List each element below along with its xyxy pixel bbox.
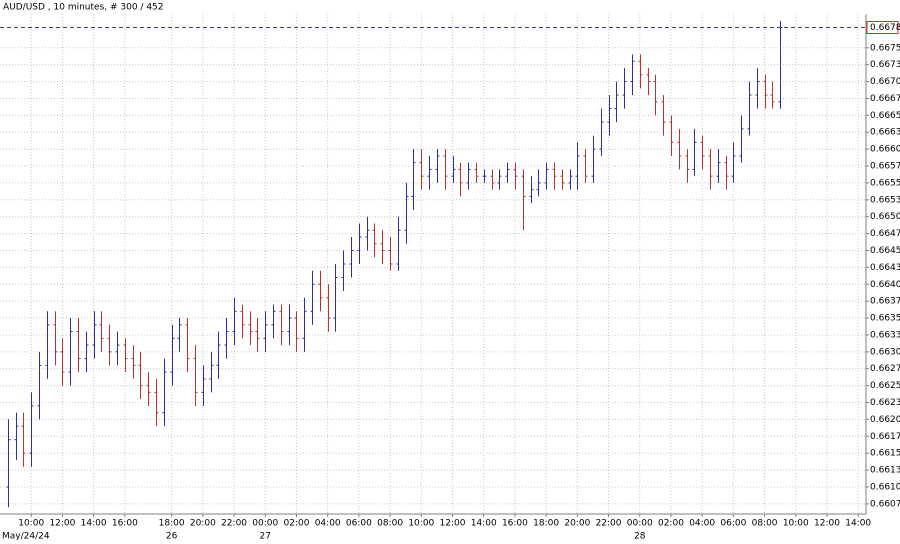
date-label: May/24/24	[2, 532, 50, 541]
x-tick-label: 08:00	[377, 519, 403, 529]
x-tick-label: 22:00	[221, 519, 247, 529]
x-tick-label: 12:00	[440, 519, 466, 529]
x-tick-label: 10:00	[18, 519, 44, 529]
y-tick-label: 0.6625	[870, 381, 900, 391]
x-tick-label: 04:00	[315, 519, 341, 529]
x-tick-label: 14:00	[471, 519, 497, 529]
x-tick-label: 02:00	[658, 519, 684, 529]
x-tick-label: 22:00	[596, 519, 622, 529]
y-tick-label: 0.6635	[870, 314, 900, 324]
current-price-box	[866, 21, 899, 35]
y-tick-label: 0.6627	[870, 364, 900, 374]
x-tick-label: 06:00	[346, 519, 372, 529]
y-tick-label: 0.6653	[870, 195, 900, 205]
y-tick-label: 0.6617	[870, 432, 900, 442]
x-tick-label: 18:00	[533, 519, 559, 529]
x-tick-label: 12:00	[814, 519, 840, 529]
y-tick-label: 0.6615	[870, 449, 900, 459]
y-tick-label: 0.6660	[870, 145, 900, 155]
y-tick-label: 0.6667	[870, 94, 900, 104]
x-tick-label: 00:00	[252, 519, 278, 529]
y-tick-label: 0.6655	[870, 178, 900, 188]
y-tick-label: 0.6650	[870, 212, 900, 222]
x-tick-label: 14:00	[81, 519, 107, 529]
x-tick-label: 14:00	[845, 519, 871, 529]
x-tick-label: 20:00	[190, 519, 216, 529]
bar-layer	[6, 20, 783, 508]
x-tick-label: 08:00	[752, 519, 778, 529]
y-tick-label: 0.6640	[870, 280, 900, 290]
grid-layer	[0, 14, 866, 514]
x-tick-label: 10:00	[408, 519, 434, 529]
x-tick-label: 20:00	[564, 519, 590, 529]
x-tick-label: 12:00	[49, 519, 75, 529]
y-tick-label: 0.6623	[870, 398, 900, 408]
y-tick-label: 0.6670	[870, 77, 900, 87]
x-tick-label: 04:00	[689, 519, 715, 529]
x-tick-label: 02:00	[283, 519, 309, 529]
y-tick-label: 0.6633	[870, 330, 900, 340]
date-label: 26	[166, 532, 178, 541]
date-label: 28	[634, 532, 646, 541]
y-tick-label: 0.6643	[870, 263, 900, 273]
current-price-label: 0.6678	[870, 23, 900, 33]
chart-title: AUD/USD , 10 minutes, # 300 / 452	[3, 3, 164, 13]
y-tick-label: 0.6620	[870, 415, 900, 425]
y-tick-label: 0.6645	[870, 246, 900, 256]
y-tick-label: 0.6637	[870, 297, 900, 307]
y-tick-label: 0.6647	[870, 229, 900, 239]
y-tick-label: 0.6613	[870, 466, 900, 476]
y-tick-label: 0.6673	[870, 60, 900, 70]
x-tick-label: 10:00	[783, 519, 809, 529]
x-tick-label: 16:00	[502, 519, 528, 529]
date-label: 27	[260, 532, 271, 541]
y-tick-label: 0.6630	[870, 347, 900, 357]
x-tick-label: 16:00	[112, 519, 138, 529]
y-tick-label: 0.6663	[870, 128, 900, 138]
y-tick-label: 0.6675	[870, 43, 900, 53]
x-tick-label: 18:00	[159, 519, 185, 529]
y-tick-label: 0.6607	[870, 499, 900, 509]
y-tick-label: 0.6665	[870, 111, 900, 121]
x-tick-label: 06:00	[720, 519, 746, 529]
y-tick-label: 0.6657	[870, 162, 900, 172]
x-tick-label: 00:00	[627, 519, 653, 529]
y-tick-label: 0.6610	[870, 482, 900, 492]
